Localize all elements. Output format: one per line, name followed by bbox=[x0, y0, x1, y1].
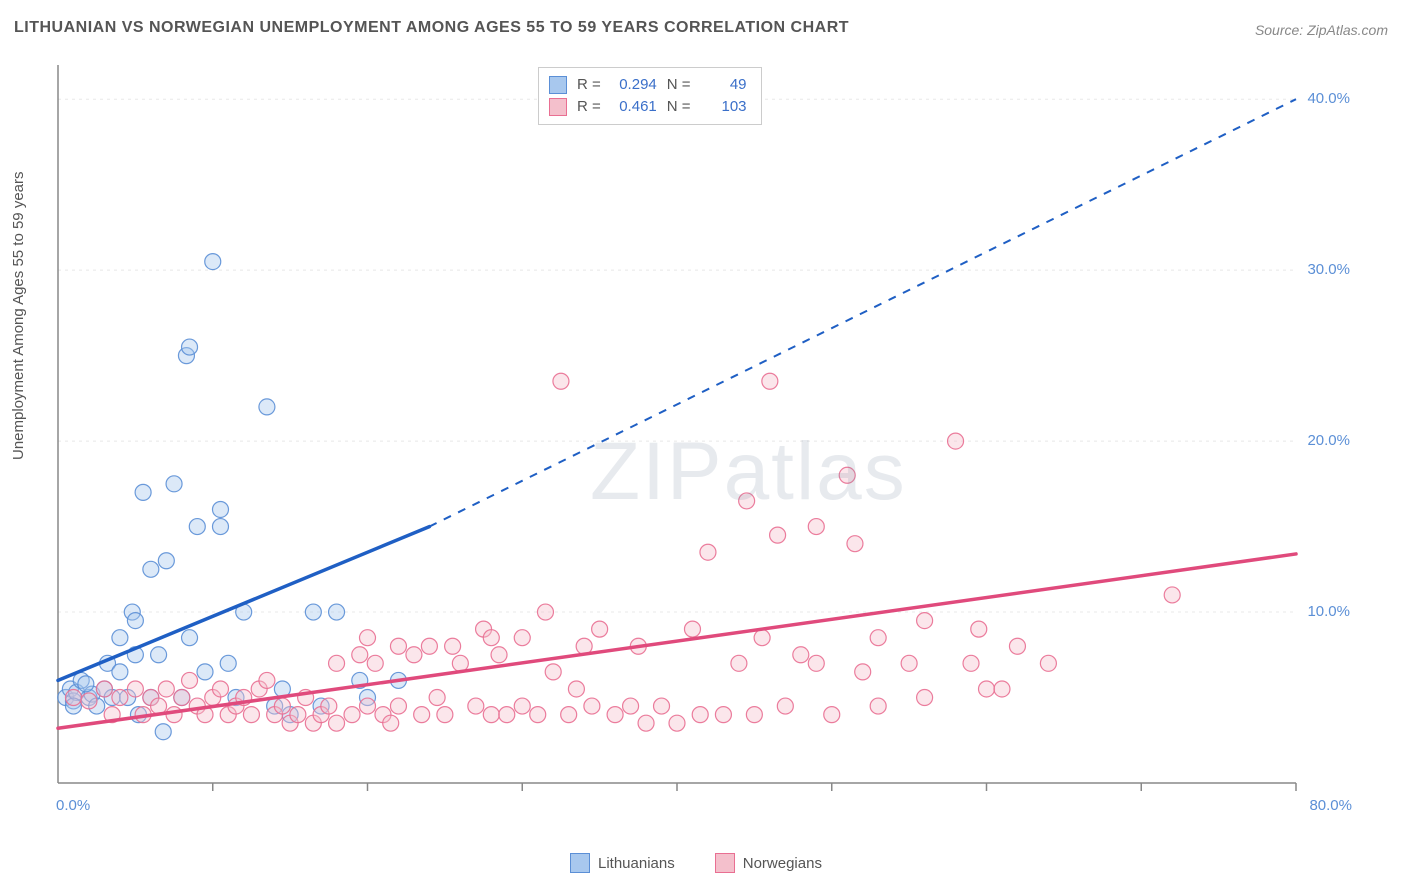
x-tick-label-max: 80.0% bbox=[1309, 797, 1352, 814]
x-tick-label-min: 0.0% bbox=[56, 797, 90, 814]
source-attribution: Source: ZipAtlas.com bbox=[1255, 22, 1388, 38]
r-value-norwegians: 0.461 bbox=[611, 96, 657, 118]
chart-title: LITHUANIAN VS NORWEGIAN UNEMPLOYMENT AMO… bbox=[14, 19, 849, 37]
n-value-norwegians: 103 bbox=[701, 96, 747, 118]
n-value-lithuanians: 49 bbox=[701, 74, 747, 96]
plot-svg bbox=[50, 55, 1356, 833]
n-label: N = bbox=[667, 96, 691, 118]
legend-swatch-norwegians bbox=[715, 853, 735, 873]
legend-item-norwegians: Norwegians bbox=[715, 853, 822, 873]
n-label: N = bbox=[667, 74, 691, 96]
r-label: R = bbox=[577, 96, 601, 118]
swatch-norwegians bbox=[549, 98, 567, 116]
y-axis-label: Unemployment Among Ages 55 to 59 years bbox=[10, 171, 27, 460]
r-label: R = bbox=[577, 74, 601, 96]
legend-swatch-lithuanians bbox=[570, 853, 590, 873]
stats-legend-box: R = 0.294 N = 49 R = 0.461 N = 103 bbox=[538, 67, 762, 125]
stats-row-lithuanians: R = 0.294 N = 49 bbox=[549, 74, 747, 96]
y-tick-label: 30.0% bbox=[1307, 261, 1350, 278]
legend-label-lithuanians: Lithuanians bbox=[598, 855, 675, 872]
y-tick-label: 10.0% bbox=[1307, 603, 1350, 620]
plot-area: R = 0.294 N = 49 R = 0.461 N = 103 ZIPat… bbox=[50, 55, 1356, 833]
legend-item-lithuanians: Lithuanians bbox=[570, 853, 675, 873]
stats-row-norwegians: R = 0.461 N = 103 bbox=[549, 96, 747, 118]
y-tick-label: 20.0% bbox=[1307, 432, 1350, 449]
bottom-legend: Lithuanians Norwegians bbox=[570, 853, 822, 873]
chart-container: LITHUANIAN VS NORWEGIAN UNEMPLOYMENT AMO… bbox=[0, 0, 1406, 892]
r-value-lithuanians: 0.294 bbox=[611, 74, 657, 96]
legend-label-norwegians: Norwegians bbox=[743, 855, 822, 872]
swatch-lithuanians bbox=[549, 76, 567, 94]
y-tick-label: 40.0% bbox=[1307, 90, 1350, 107]
